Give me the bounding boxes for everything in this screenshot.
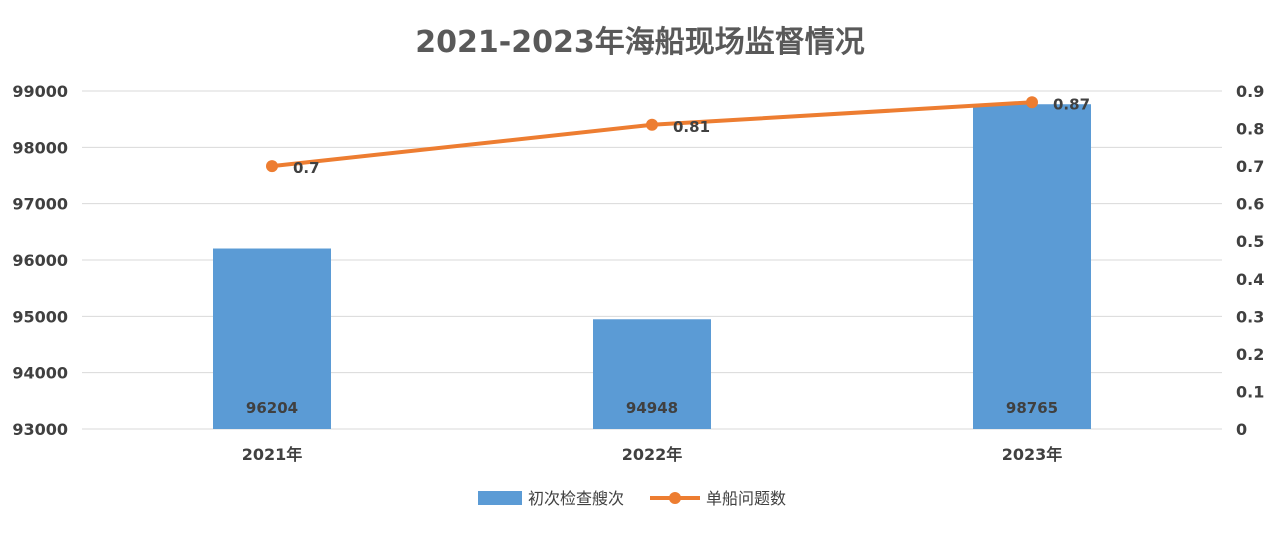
left-tick-label: 93000 xyxy=(12,420,68,439)
right-tick-label: 0.7 xyxy=(1236,157,1264,176)
line-point xyxy=(1026,96,1038,109)
right-axis: 0.9 0.8 0.7 0.6 0.5 0.4 0.3 0.2 0.1 0 xyxy=(1236,82,1264,439)
legend-bar-swatch xyxy=(478,491,522,505)
series-line xyxy=(271,100,1033,169)
chart-title: 2021-2023年海船现场监督情况 xyxy=(415,25,864,60)
right-tick-label: 0.8 xyxy=(1236,120,1264,139)
right-tick-label: 0 xyxy=(1236,420,1247,439)
right-tick-label: 0.9 xyxy=(1236,82,1264,101)
right-tick-label: 0.3 xyxy=(1236,307,1264,326)
legend-line-marker xyxy=(669,492,681,504)
line-data-label: 0.81 xyxy=(673,118,710,136)
right-tick-label: 0.4 xyxy=(1236,270,1264,289)
line-point xyxy=(646,118,658,131)
bar xyxy=(973,104,1091,429)
bar xyxy=(213,248,331,429)
left-axis: 99000 98000 97000 96000 95000 94000 93000 xyxy=(12,82,68,439)
right-tick-label: 0.5 xyxy=(1236,232,1264,251)
line-series: 0.7 0.81 0.87 xyxy=(266,95,1090,177)
bar xyxy=(593,319,711,429)
x-axis: 2021年 2022年 2023年 xyxy=(242,445,1063,464)
left-tick-label: 99000 xyxy=(12,82,68,101)
category-label: 2023年 xyxy=(1002,445,1063,464)
legend-bar-label: 初次检查艘次 xyxy=(528,489,624,508)
right-tick-label: 0.2 xyxy=(1236,345,1264,364)
bar-data-label: 96204 xyxy=(246,399,298,417)
bar-data-label: 94948 xyxy=(626,399,678,417)
category-label: 2022年 xyxy=(622,445,683,464)
line-point xyxy=(266,160,278,173)
right-tick-label: 0.6 xyxy=(1236,195,1264,214)
line-data-label: 0.7 xyxy=(293,159,320,177)
left-tick-label: 98000 xyxy=(12,138,68,157)
left-tick-label: 95000 xyxy=(12,307,68,326)
left-tick-label: 94000 xyxy=(12,364,68,383)
category-label: 2021年 xyxy=(242,445,303,464)
legend: 初次检查艘次 单船问题数 xyxy=(478,489,786,508)
left-tick-label: 96000 xyxy=(12,251,68,270)
bar-data-label: 98765 xyxy=(1006,399,1058,417)
right-tick-label: 0.1 xyxy=(1236,382,1264,401)
left-tick-label: 97000 xyxy=(12,195,68,214)
bar-series: 96204 94948 98765 xyxy=(213,104,1091,429)
line-data-label: 0.87 xyxy=(1053,95,1090,113)
legend-line-label: 单船问题数 xyxy=(706,489,786,508)
